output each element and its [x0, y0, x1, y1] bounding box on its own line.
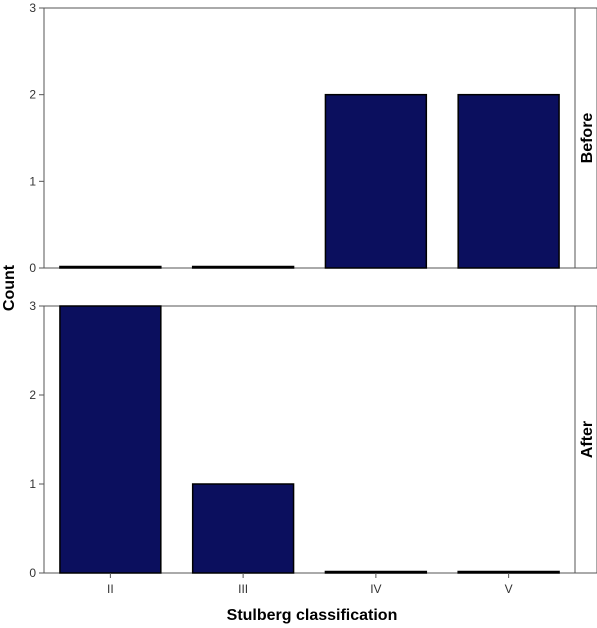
bar-v [457, 570, 560, 574]
y-tick-label: 2 [29, 388, 36, 402]
panel-label: Before [579, 113, 596, 164]
x-tick-label: III [238, 582, 248, 596]
y-tick-label: 1 [29, 174, 36, 188]
panel-0: 0 1 2 3 Before [29, 1, 597, 275]
bar-iv [324, 570, 428, 574]
bar-iii [191, 265, 295, 269]
bar-iv [324, 93, 428, 269]
x-axis-title: Stulberg classification [227, 607, 398, 624]
y-tick-label: 0 [29, 261, 36, 275]
x-tick-label: II [107, 582, 114, 596]
y-tick-label: 0 [29, 566, 36, 580]
x-tick-label: V [505, 582, 513, 596]
y-tick-label: 3 [29, 1, 36, 15]
y-axis-title: Count [1, 264, 18, 311]
bar-iii [191, 483, 295, 574]
panel-label: After [579, 421, 596, 458]
y-tick-label: 3 [29, 299, 36, 313]
bar-ii [59, 305, 162, 574]
bar-v [457, 93, 560, 269]
bar-ii [59, 265, 162, 269]
y-tick-label: 1 [29, 477, 36, 491]
x-tick-label: IV [370, 582, 381, 596]
y-tick-label: 2 [29, 88, 36, 102]
